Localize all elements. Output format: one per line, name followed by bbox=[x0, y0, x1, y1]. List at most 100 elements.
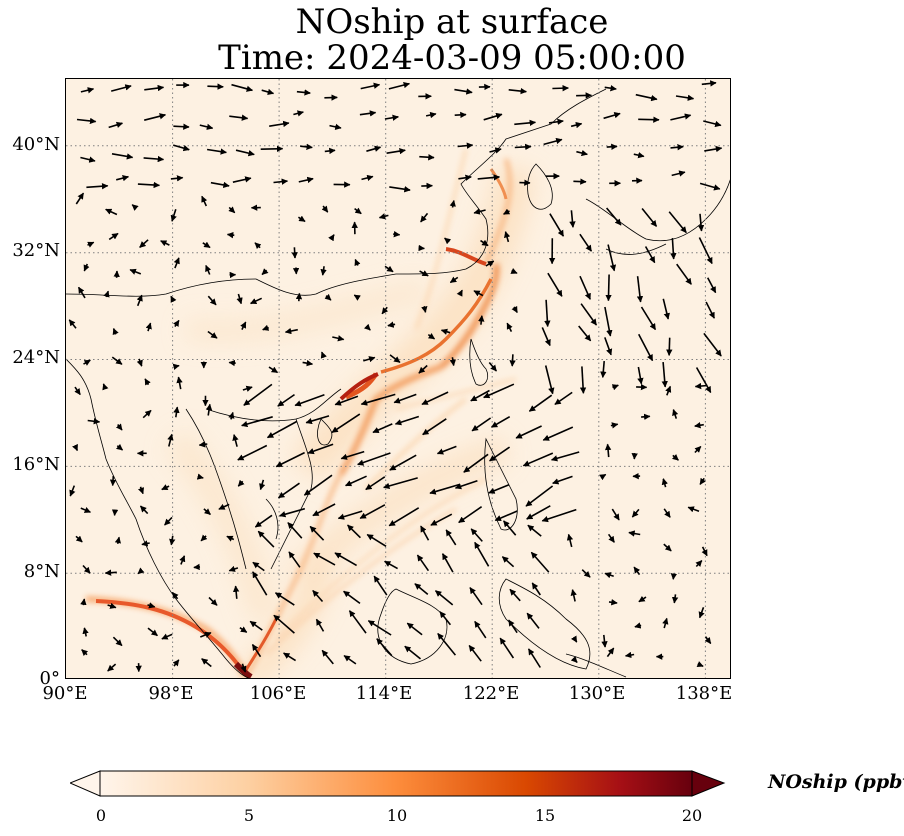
wind-arrow bbox=[478, 315, 485, 325]
wind-arrow bbox=[509, 354, 516, 367]
wind-arrow bbox=[463, 453, 489, 473]
wind-arrow bbox=[240, 663, 247, 673]
wind-arrow bbox=[354, 207, 362, 215]
wind-arrow bbox=[699, 477, 706, 485]
wind-arrow bbox=[414, 583, 429, 596]
wind-arrow bbox=[69, 485, 76, 497]
wind-arrow bbox=[112, 636, 123, 647]
wind-arrow bbox=[601, 634, 608, 648]
y-tick-8n: 8°N bbox=[23, 561, 60, 582]
wind-arrow bbox=[701, 546, 708, 557]
wind-arrow bbox=[116, 443, 124, 451]
wind-arrow bbox=[367, 620, 392, 636]
wind-arrow bbox=[243, 383, 273, 406]
wind-arrow bbox=[277, 393, 295, 407]
wind-arrow bbox=[671, 454, 679, 461]
wind-arrow bbox=[522, 452, 554, 467]
wind-arrow bbox=[578, 325, 592, 342]
wind-arrow bbox=[607, 533, 615, 543]
wind-arrow bbox=[273, 614, 295, 634]
wind-arrow bbox=[441, 553, 454, 573]
x-tick-130e: 130°E bbox=[568, 683, 626, 704]
wind-arrow bbox=[373, 575, 388, 596]
wind-arrow bbox=[251, 643, 262, 658]
wind-arrow bbox=[456, 289, 463, 297]
wind-arrow bbox=[570, 656, 578, 663]
wind-arrow bbox=[340, 450, 365, 460]
wind-arrow bbox=[670, 238, 677, 260]
wind-arrow bbox=[164, 516, 173, 526]
wind-arrow bbox=[111, 153, 134, 160]
wind-arrow bbox=[250, 297, 263, 305]
wind-arrow bbox=[254, 514, 273, 528]
wind-arrow bbox=[638, 116, 660, 123]
wind-arrow bbox=[343, 590, 361, 605]
wind-arrow bbox=[637, 366, 644, 385]
wind-arrow bbox=[489, 147, 502, 154]
wind-arrow bbox=[548, 118, 564, 125]
wind-arrow bbox=[661, 362, 668, 388]
wind-arrow bbox=[205, 264, 212, 275]
wind-arrow bbox=[297, 215, 306, 223]
wind-arrow bbox=[107, 663, 117, 672]
wind-arrow bbox=[376, 638, 393, 657]
wind-arrow bbox=[508, 87, 527, 95]
wind-arrow bbox=[494, 510, 518, 522]
wind-arrow bbox=[305, 415, 330, 425]
wind-arrow bbox=[468, 644, 482, 662]
wind-arrow bbox=[473, 290, 484, 297]
wind-arrow bbox=[365, 476, 386, 491]
wind-arrow bbox=[170, 295, 177, 303]
wind-arrow bbox=[510, 267, 518, 274]
wind-arrow bbox=[604, 337, 613, 356]
wind-arrow bbox=[483, 383, 515, 399]
wind-arrow bbox=[605, 274, 612, 302]
wind-arrow bbox=[698, 237, 713, 265]
wind-arrow bbox=[366, 145, 382, 152]
wind-arrow bbox=[633, 152, 645, 159]
wind-arrow bbox=[329, 123, 342, 130]
wind-arrow bbox=[296, 89, 311, 96]
wind-arrow bbox=[359, 110, 377, 117]
wind-arrow bbox=[526, 612, 540, 629]
wind-arrow bbox=[298, 176, 314, 184]
wind-arrow bbox=[638, 595, 647, 603]
wind-arrow bbox=[439, 611, 452, 626]
wind-arrow bbox=[284, 327, 298, 335]
wind-arrow bbox=[137, 181, 161, 189]
wind-arrow bbox=[300, 143, 313, 151]
wind-arrow bbox=[260, 145, 284, 153]
wind-arrow bbox=[528, 394, 553, 412]
wind-arrow bbox=[386, 147, 406, 155]
wind-arrow bbox=[624, 651, 635, 659]
wind-arrow bbox=[488, 361, 498, 372]
wind-arrow bbox=[357, 452, 391, 466]
wind-arrow bbox=[320, 351, 327, 359]
wind-arrow bbox=[337, 510, 363, 520]
wind-arrow bbox=[663, 508, 671, 518]
wind-arrow bbox=[676, 263, 692, 285]
wind-arrow bbox=[83, 263, 90, 272]
wind-arrow bbox=[506, 322, 513, 332]
wind-arrow bbox=[80, 598, 87, 606]
x-tick-90e: 90°E bbox=[42, 683, 88, 704]
y-tick-16n: 16°N bbox=[12, 454, 60, 475]
wind-arrow bbox=[324, 293, 332, 301]
wind-arrow bbox=[201, 195, 208, 207]
wind-arrow bbox=[269, 120, 290, 128]
wind-arrow bbox=[552, 475, 573, 485]
plot-title: NOship at surface Time: 2024-03-09 05:00… bbox=[0, 4, 904, 76]
wind-arrow bbox=[361, 174, 374, 182]
concentration-field bbox=[85, 148, 536, 678]
wind-arrow bbox=[437, 632, 457, 656]
wind-arrow bbox=[321, 649, 334, 665]
wind-arrow bbox=[112, 328, 119, 336]
wind-arrow bbox=[199, 631, 212, 638]
wind-arrow bbox=[665, 385, 672, 396]
wind-arrow bbox=[144, 113, 167, 121]
wind-arrow bbox=[604, 572, 614, 579]
wind-arrow bbox=[474, 620, 487, 639]
wind-arrow bbox=[68, 319, 77, 329]
wind-arrow bbox=[637, 333, 654, 362]
wind-arrow bbox=[634, 622, 642, 629]
